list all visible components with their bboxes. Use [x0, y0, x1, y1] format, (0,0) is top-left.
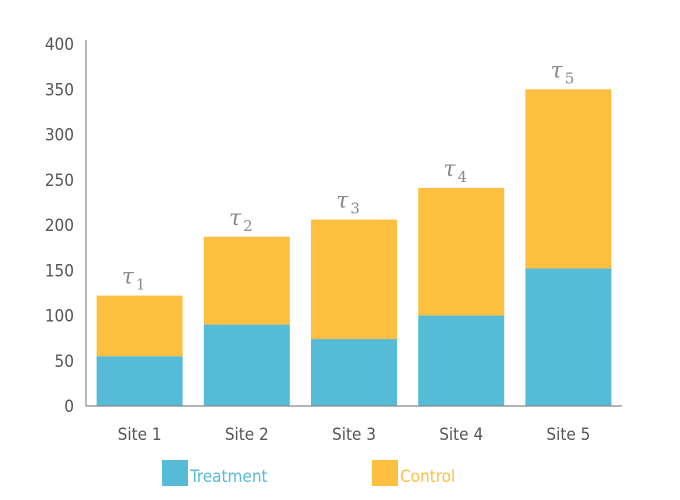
y-tick-label: 400: [45, 35, 74, 55]
bar-control-2: [203, 236, 290, 325]
bar-treatment-3: [311, 339, 397, 406]
bar-treatment-4: [418, 315, 505, 406]
y-tick-label: 0: [64, 397, 74, 417]
bar-treatment-2: [203, 324, 290, 406]
x-tick-label: Site 3: [332, 425, 376, 445]
y-tick-label: 50: [55, 352, 74, 372]
legend-label-treatment: Treatment: [189, 467, 268, 487]
bar-control-3: [311, 219, 397, 340]
bars: [96, 89, 612, 406]
x-tick-label: Site 2: [225, 425, 269, 445]
legend: Treatment Control: [162, 460, 455, 487]
bar-control-4: [418, 187, 505, 316]
y-tick-label: 250: [45, 171, 74, 191]
bar-treatment-5: [525, 268, 612, 406]
y-tick-label: 150: [45, 261, 74, 281]
x-axis: Site 1 Site 2 Site 3 Site 4 Site 5: [86, 405, 622, 445]
y-tick-label: 350: [45, 80, 74, 100]
bar-control-1: [96, 295, 183, 357]
x-tick-label: Site 5: [546, 425, 590, 445]
x-tick-label: Site 1: [118, 425, 162, 445]
annotations: τ 1 τ 2 τ 3 τ 4 τ 5: [122, 58, 575, 293]
y-tick-label: 200: [45, 216, 74, 236]
legend-swatch-control: [372, 460, 398, 486]
x-tick-label: Site 4: [439, 425, 483, 445]
y-axis: 0 50 100 150 200 250 300 350 400: [45, 35, 87, 417]
bar-treatment-1: [96, 356, 183, 406]
y-tick-label: 300: [45, 126, 74, 146]
y-tick-label: 100: [45, 307, 74, 327]
bar-control-5: [525, 89, 612, 269]
legend-swatch-treatment: [162, 460, 188, 486]
legend-label-control: Control: [400, 467, 455, 487]
